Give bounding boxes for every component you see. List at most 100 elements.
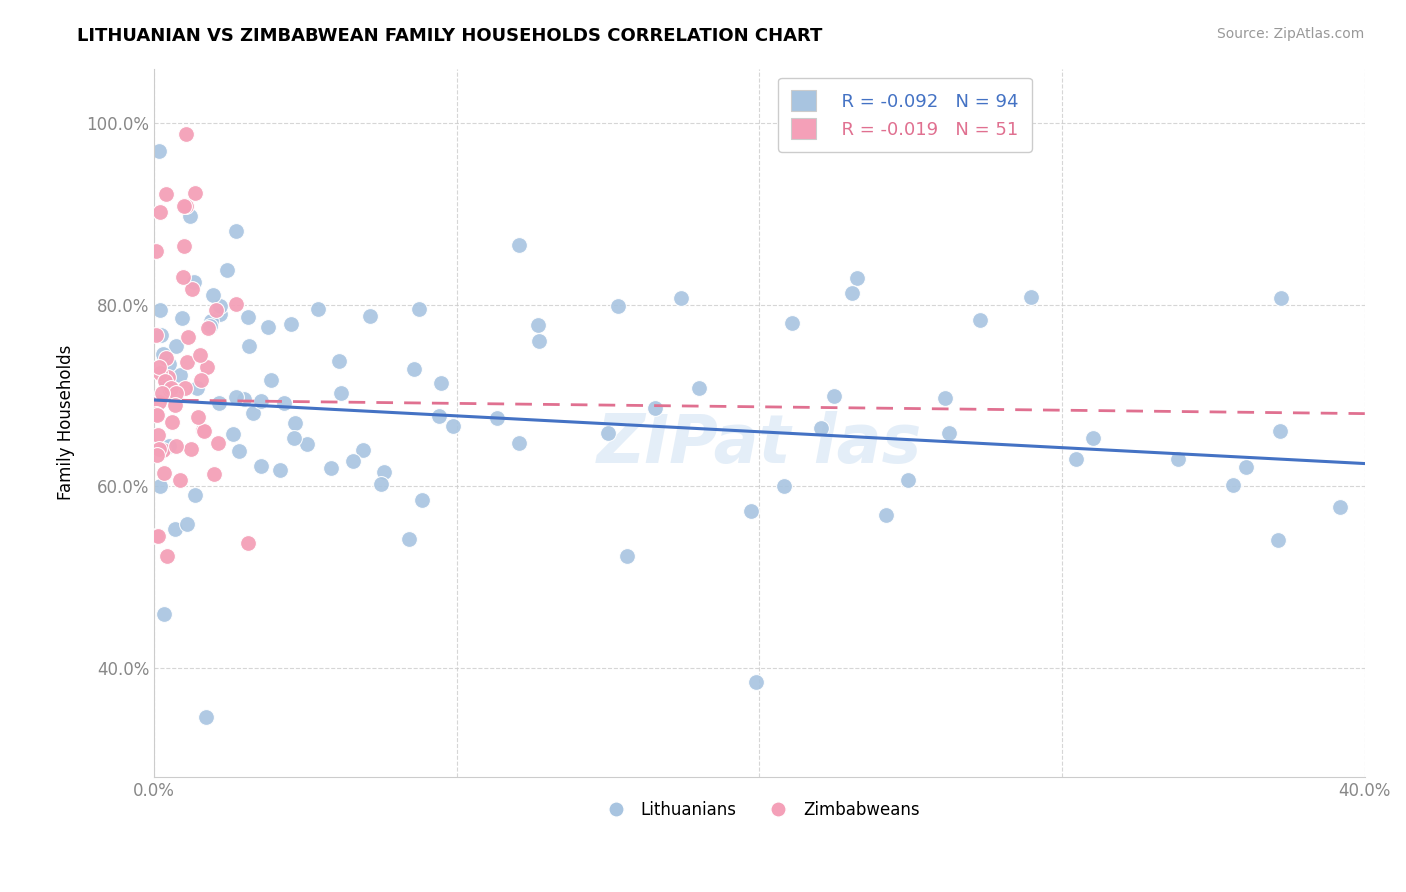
Point — [669, 291, 692, 305]
Point — [225, 390, 247, 404]
Point — [145, 407, 167, 421]
Point — [165, 522, 187, 536]
Point — [209, 299, 232, 313]
Text: ZIPat las: ZIPat las — [598, 411, 922, 477]
Point — [221, 426, 243, 441]
Point — [157, 439, 180, 453]
Point — [150, 385, 173, 400]
Point — [780, 316, 803, 330]
Point — [359, 309, 381, 323]
Point — [155, 187, 177, 202]
Point — [644, 401, 666, 416]
Point — [236, 310, 259, 325]
Point — [1270, 292, 1292, 306]
Point — [1167, 452, 1189, 467]
Point — [228, 444, 250, 458]
Point — [155, 374, 177, 388]
Point — [159, 383, 181, 397]
Point — [259, 373, 281, 387]
Point — [176, 517, 198, 532]
Point — [152, 442, 174, 457]
Point — [197, 321, 219, 335]
Point — [269, 463, 291, 477]
Point — [740, 504, 762, 518]
Point — [1222, 478, 1244, 492]
Point — [486, 410, 509, 425]
Point — [184, 186, 207, 200]
Text: LITHUANIAN VS ZIMBABWEAN FAMILY HOUSEHOLDS CORRELATION CHART: LITHUANIAN VS ZIMBABWEAN FAMILY HOUSEHOL… — [77, 27, 823, 45]
Point — [193, 423, 215, 437]
Point — [845, 271, 868, 285]
Point — [1268, 424, 1291, 438]
Point — [145, 328, 167, 343]
Point — [170, 310, 193, 325]
Point — [149, 302, 172, 317]
Point — [897, 473, 920, 487]
Point — [250, 458, 273, 473]
Point — [152, 466, 174, 480]
Point — [149, 204, 172, 219]
Point — [188, 348, 211, 362]
Point — [297, 437, 319, 451]
Point — [427, 409, 450, 423]
Point — [153, 607, 176, 621]
Point — [145, 244, 167, 259]
Point — [1064, 452, 1087, 467]
Point — [1234, 460, 1257, 475]
Point — [527, 318, 550, 333]
Point — [215, 262, 238, 277]
Point — [174, 381, 197, 395]
Point — [225, 297, 247, 311]
Point — [152, 347, 174, 361]
Point — [187, 409, 209, 424]
Point — [148, 395, 170, 409]
Point — [1019, 290, 1042, 304]
Legend: Lithuanians, Zimbabweans: Lithuanians, Zimbabweans — [592, 794, 927, 825]
Point — [156, 369, 179, 384]
Point — [342, 454, 364, 468]
Point — [180, 442, 202, 456]
Point — [408, 302, 430, 317]
Point — [148, 145, 170, 159]
Point — [330, 386, 353, 401]
Point — [841, 285, 863, 300]
Point — [195, 710, 218, 724]
Point — [209, 307, 232, 321]
Point — [321, 460, 343, 475]
Point — [238, 339, 260, 353]
Point — [148, 529, 170, 543]
Point — [208, 396, 231, 410]
Point — [207, 436, 229, 450]
Text: Source: ZipAtlas.com: Source: ZipAtlas.com — [1216, 27, 1364, 41]
Point — [165, 339, 187, 353]
Point — [352, 442, 374, 457]
Point — [179, 209, 201, 223]
Point — [190, 373, 212, 387]
Point — [242, 406, 264, 420]
Point — [398, 532, 420, 546]
Point — [688, 381, 710, 395]
Point — [145, 448, 167, 462]
Point — [148, 442, 170, 456]
Point — [157, 357, 180, 371]
Point — [146, 409, 169, 423]
Point — [411, 493, 433, 508]
Point — [938, 425, 960, 440]
Point — [156, 549, 179, 564]
Point — [173, 238, 195, 252]
Point — [508, 435, 530, 450]
Point — [373, 465, 395, 479]
Point — [165, 439, 187, 453]
Point — [165, 386, 187, 401]
Point — [176, 198, 198, 212]
Point — [283, 416, 305, 430]
Point — [172, 269, 194, 284]
Point — [148, 478, 170, 492]
Point — [823, 389, 845, 403]
Point — [238, 536, 260, 550]
Point — [146, 427, 169, 442]
Point — [193, 424, 215, 438]
Point — [745, 674, 768, 689]
Point — [183, 275, 205, 289]
Point — [195, 360, 218, 375]
